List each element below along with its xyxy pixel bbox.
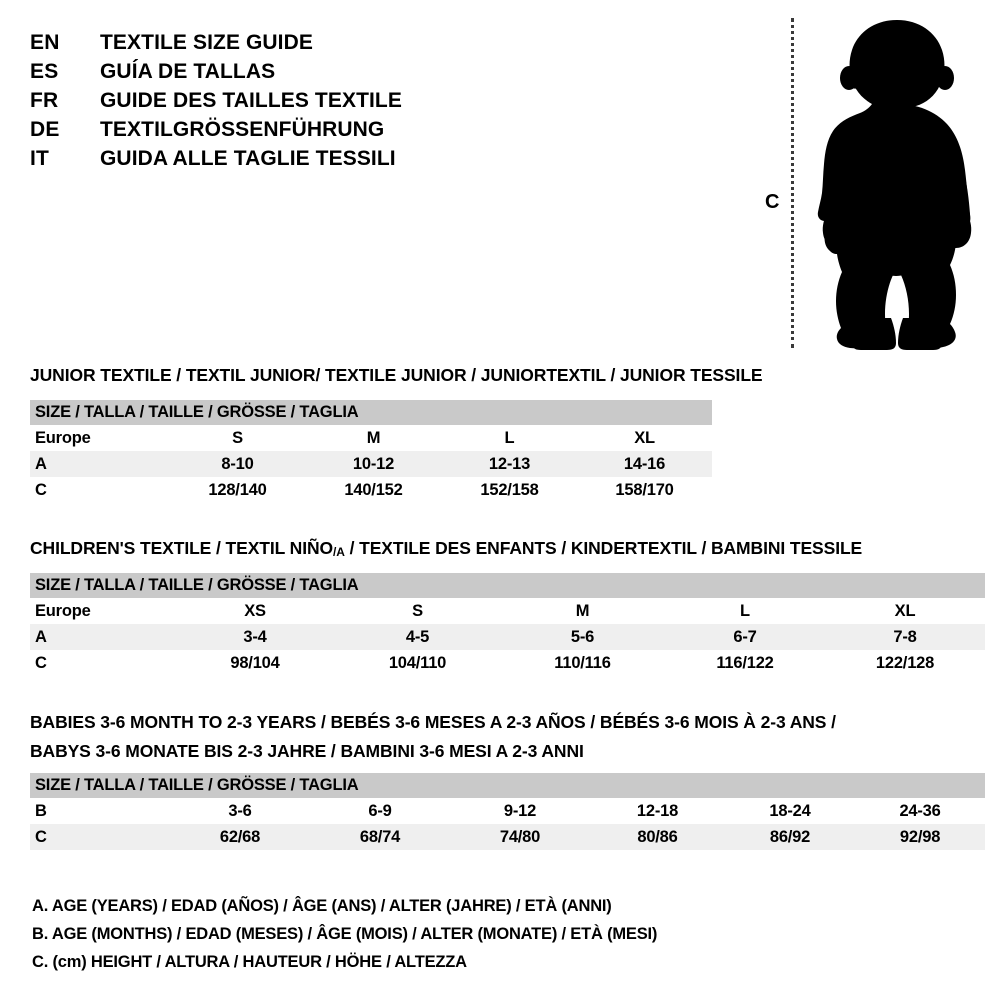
children-table-band-row: SIZE / TALLA / TAILLE / GRÖSSE / TAGLIA [30, 573, 986, 598]
children-size-table: SIZE / TALLA / TAILLE / GRÖSSE / TAGLIA … [30, 573, 986, 676]
junior-row-c-v0: 128/140 [170, 477, 305, 503]
table-row: Europe S M L XL [30, 425, 713, 451]
children-section-title: CHILDREN'S TEXTILE / TEXTIL NIÑO/A / TEX… [30, 537, 862, 563]
table-row: C 128/140 140/152 152/158 158/170 [30, 477, 713, 503]
junior-row-c-v2: 152/158 [442, 477, 577, 503]
children-row-europe-v0: XS [175, 598, 335, 624]
children-row-c-label: C [30, 650, 175, 676]
babies-row-c-v5: 92/98 [855, 824, 986, 850]
junior-row-europe-v0: S [170, 425, 305, 451]
junior-row-a-v3: 14-16 [577, 451, 713, 477]
babies-row-b-v4: 18-24 [725, 798, 855, 824]
junior-band-label: SIZE / TALLA / TAILLE / GRÖSSE / TAGLIA [35, 403, 359, 421]
junior-row-a-label: A [30, 451, 170, 477]
babies-row-c-label: C [30, 824, 170, 850]
children-band-label: SIZE / TALLA / TAILLE / GRÖSSE / TAGLIA [35, 576, 359, 594]
table-row: A 8-10 10-12 12-13 14-16 [30, 451, 713, 477]
children-row-c-v3: 116/122 [665, 650, 825, 676]
babies-row-b-v5: 24-36 [855, 798, 986, 824]
junior-row-c-v3: 158/170 [577, 477, 713, 503]
junior-row-a-v2: 12-13 [442, 451, 577, 477]
babies-table-band-cell: SIZE / TALLA / TAILLE / GRÖSSE / TAGLIA [30, 773, 986, 798]
table-row: C 62/68 68/74 74/80 80/86 86/92 92/98 [30, 824, 986, 850]
junior-row-europe-v2: L [442, 425, 577, 451]
junior-table-band-row: SIZE / TALLA / TAILLE / GRÖSSE / TAGLIA [30, 400, 713, 425]
language-title-list: EN TEXTILE SIZE GUIDE ES GUÍA DE TALLAS … [30, 28, 450, 173]
language-row-it: IT GUIDA ALLE TAGLIE TESSILI [30, 144, 450, 173]
children-title-post: / TEXTILE DES ENFANTS / KINDERTEXTIL / B… [344, 538, 863, 558]
children-row-a-v1: 4-5 [335, 624, 500, 650]
junior-row-c-v1: 140/152 [305, 477, 442, 503]
children-row-a-v4: 7-8 [825, 624, 986, 650]
language-title-fr: GUIDE DES TAILLES TEXTILE [100, 89, 402, 112]
language-row-es: ES GUÍA DE TALLAS [30, 57, 450, 86]
babies-row-c-v2: 74/80 [450, 824, 590, 850]
language-row-de: DE TEXTILGRÖSSENFÜHRUNG [30, 115, 450, 144]
babies-row-c-v4: 86/92 [725, 824, 855, 850]
babies-row-b-v3: 12-18 [590, 798, 725, 824]
babies-row-b-v2: 9-12 [450, 798, 590, 824]
children-row-c-v4: 122/128 [825, 650, 986, 676]
children-title-pre: CHILDREN'S TEXTILE / TEXTIL NIÑO [30, 538, 334, 558]
children-row-europe-v3: L [665, 598, 825, 624]
babies-size-table: SIZE / TALLA / TAILLE / GRÖSSE / TAGLIA … [30, 773, 986, 850]
junior-row-europe-v1: M [305, 425, 442, 451]
babies-section-title-line2: BABYS 3-6 MONATE BIS 2-3 JAHRE / BAMBINI… [30, 741, 584, 761]
junior-table-band-cell: SIZE / TALLA / TAILLE / GRÖSSE / TAGLIA [30, 400, 713, 425]
children-row-europe-label: Europe [30, 598, 175, 624]
babies-row-c-v1: 68/74 [310, 824, 450, 850]
height-dimension-label: C [765, 191, 780, 213]
legend-line-b: B. AGE (MONTHS) / EDAD (MESES) / ÂGE (MO… [32, 925, 658, 943]
language-title-en: TEXTILE SIZE GUIDE [100, 31, 313, 54]
language-title-es: GUÍA DE TALLAS [100, 60, 276, 83]
babies-band-label: SIZE / TALLA / TAILLE / GRÖSSE / TAGLIA [35, 776, 359, 794]
children-row-c-v2: 110/116 [500, 650, 665, 676]
legend-line-a: A. AGE (YEARS) / EDAD (AÑOS) / ÂGE (ANS)… [32, 897, 612, 915]
junior-row-a-v0: 8-10 [170, 451, 305, 477]
junior-row-europe-v3: XL [577, 425, 713, 451]
children-row-europe-v1: S [335, 598, 500, 624]
junior-row-a-v1: 10-12 [305, 451, 442, 477]
language-title-it: GUIDA ALLE TAGLIE TESSILI [100, 147, 396, 170]
children-row-a-label: A [30, 624, 175, 650]
babies-row-b-v0: 3-6 [170, 798, 310, 824]
children-title-sub: /A [333, 545, 345, 559]
legend-block: A. AGE (YEARS) / EDAD (AÑOS) / ÂGE (ANS)… [32, 892, 732, 976]
junior-row-c-label: C [30, 477, 170, 503]
babies-row-b-v1: 6-9 [310, 798, 450, 824]
language-code-fr: FR [30, 89, 59, 112]
children-row-a-v3: 6-7 [665, 624, 825, 650]
language-code-it: IT [30, 147, 50, 170]
height-dimension-dotted-line [791, 18, 794, 348]
children-row-europe-v4: XL [825, 598, 986, 624]
table-row: A 3-4 4-5 5-6 6-7 7-8 [30, 624, 986, 650]
junior-row-europe-label: Europe [30, 425, 170, 451]
table-row: C 98/104 104/110 110/116 116/122 122/128 [30, 650, 986, 676]
children-row-europe-v2: M [500, 598, 665, 624]
language-title-de: TEXTILGRÖSSENFÜHRUNG [100, 118, 385, 141]
table-row: Europe XS S M L XL [30, 598, 986, 624]
language-row-fr: FR GUIDE DES TAILLES TEXTILE [30, 86, 450, 115]
language-code-en: EN [30, 31, 60, 54]
toddler-silhouette-icon [817, 20, 972, 350]
table-row: B 3-6 6-9 9-12 12-18 18-24 24-36 [30, 798, 986, 824]
language-row-en: EN TEXTILE SIZE GUIDE [30, 28, 450, 57]
children-row-c-v0: 98/104 [175, 650, 335, 676]
junior-section-title: JUNIOR TEXTILE / TEXTIL JUNIOR/ TEXTILE … [30, 365, 763, 385]
language-code-es: ES [30, 60, 59, 83]
babies-table-band-row: SIZE / TALLA / TAILLE / GRÖSSE / TAGLIA [30, 773, 986, 798]
babies-section-title-line1: BABIES 3-6 MONTH TO 2-3 YEARS / BEBÉS 3-… [30, 712, 836, 732]
height-measurement-figure: C [755, 10, 990, 355]
junior-size-table: SIZE / TALLA / TAILLE / GRÖSSE / TAGLIA … [30, 400, 713, 503]
babies-row-b-label: B [30, 798, 170, 824]
children-row-a-v2: 5-6 [500, 624, 665, 650]
children-table-band-cell: SIZE / TALLA / TAILLE / GRÖSSE / TAGLIA [30, 573, 986, 598]
legend-line-c: C. (cm) HEIGHT / ALTURA / HAUTEUR / HÖHE… [32, 953, 467, 971]
language-code-de: DE [30, 118, 60, 141]
babies-row-c-v3: 80/86 [590, 824, 725, 850]
babies-row-c-v0: 62/68 [170, 824, 310, 850]
children-row-a-v0: 3-4 [175, 624, 335, 650]
children-row-c-v1: 104/110 [335, 650, 500, 676]
